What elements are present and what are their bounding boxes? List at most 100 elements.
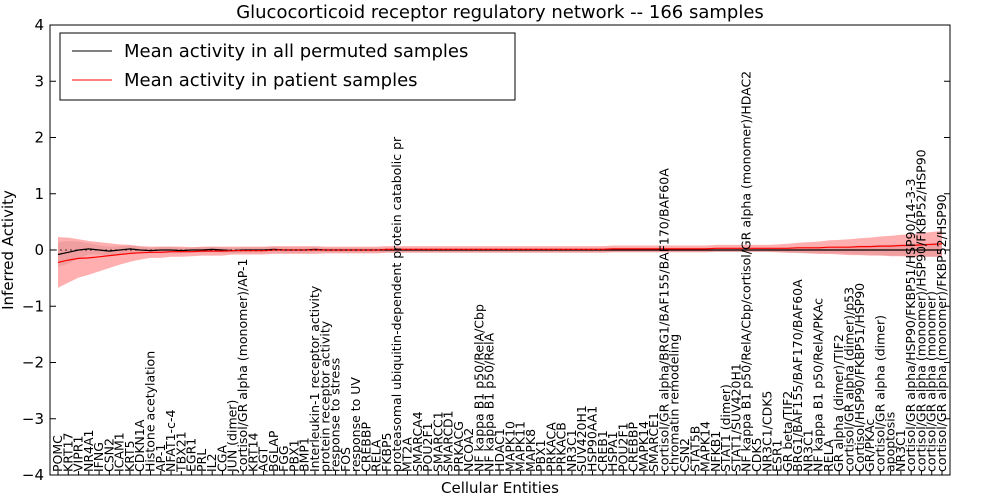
y-tick-label: 4: [34, 16, 44, 34]
entity-label: response to UV: [348, 377, 363, 472]
entity-label: MAPK14: [636, 421, 651, 472]
entity-label: PRKACG: [451, 421, 466, 472]
series-band-1: [58, 230, 942, 288]
y-tick-label: 0: [34, 241, 44, 259]
entity-label: apoptosis: [883, 412, 898, 472]
entity-label: FGG: [276, 445, 291, 472]
entity-label: cortisol/GR alpha (dimer)/p53: [842, 287, 857, 472]
entity-label: Cortisol/HSP90/FKBP51/HSP90: [852, 283, 867, 472]
entity-label: EGR1: [184, 438, 199, 472]
entity-label: NF kappa B1 p50/RelA/Cbp/cortisol/GR alp…: [739, 71, 754, 472]
entity-label: POU2F1: [420, 422, 435, 472]
entity-label: SMARCC1: [430, 411, 445, 472]
entity-label: KRT5: [122, 440, 137, 472]
entity-label: STAT1/SUV420H1: [728, 363, 743, 472]
entity-label: RELA: [369, 439, 384, 472]
entity-label: cortisol/GR alpha (monomer): [924, 291, 939, 472]
entity-label: NCOA2: [461, 428, 476, 472]
entity-label: cortisol/GR alpha (monomer)/AP-1: [235, 259, 250, 473]
entity-label: FOS: [338, 447, 353, 472]
entity-label: KRT14: [245, 432, 260, 472]
entity-label: GR beta/TIF2: [780, 391, 795, 472]
entity-label: FKBP5: [379, 433, 394, 472]
entity-label: GR/PKAc: [862, 419, 877, 472]
y-axis-label: Inferred Activity: [0, 190, 17, 310]
entity-label: CSN2: [101, 438, 116, 472]
entity-label: proteasomal ubiquitin-dependent protein …: [389, 136, 404, 472]
entity-label: MT2A: [400, 437, 415, 472]
entity-label: PRL: [194, 449, 209, 472]
x-axis-label: Cellular Entities: [441, 479, 559, 497]
entity-label: PRKACB: [554, 422, 569, 472]
entity-label: CREBBP: [626, 422, 641, 472]
entity-label: PBX1: [533, 439, 548, 472]
entity-label: ICAM1: [112, 432, 127, 472]
entity-label: HSPA1: [605, 431, 620, 472]
entity-label: ESR1: [770, 440, 785, 472]
series-line-1: [57, 243, 943, 263]
y-tick-label: −4: [22, 466, 44, 484]
entity-label: NFAT1-c-4: [163, 410, 178, 472]
entity-label: IL2: [204, 453, 219, 472]
entity-label: PBX1: [286, 439, 301, 472]
entity-label: BGLAP: [266, 430, 281, 472]
entity-label: CREBBP: [358, 422, 373, 472]
entity-label: SUV420H1: [574, 405, 589, 472]
legend-label-permuted: Mean activity in all permuted samples: [124, 41, 468, 62]
series-band-0: [58, 241, 942, 267]
entity-label: AP-1: [153, 444, 168, 472]
entity-label: HSP90AA1: [585, 406, 600, 472]
y-tick-label: −2: [22, 354, 44, 372]
entity-label: CGA: [215, 445, 230, 472]
entity-label: CDK5: [749, 437, 764, 472]
entity-label: NR4A1: [81, 430, 96, 473]
entity-label: NR3C1/CDK5: [759, 391, 774, 472]
tick-layer: 4 3 2 1 0 −1 −2 −3 −4: [22, 16, 950, 484]
entity-label: MAPK10: [502, 421, 517, 472]
entity-label: CSN2: [677, 438, 692, 472]
entity-label: Interleukin-1 receptor activity: [307, 285, 322, 472]
entity-label: chromatin remodeling: [667, 334, 682, 472]
entity-label: BRG1/BAF155/BAF170/BAF60A: [790, 279, 805, 472]
entity-label: POMC: [50, 435, 65, 472]
entity-label: RELA: [821, 439, 836, 472]
entity-label: cortisol/GR alpha (monomer)/FKBP52/HSP90: [934, 194, 949, 472]
entity-label: KRT17: [60, 432, 75, 472]
y-tick-label: 3: [34, 72, 44, 90]
entity-label: NR3C1: [800, 429, 815, 472]
entity-label: protein receptor activity: [317, 320, 332, 472]
entity-label: TBX21: [173, 431, 188, 473]
entity-label: NF kappa B1 p50/RelA: [482, 332, 497, 472]
line-layer: [50, 243, 950, 263]
entity-label: NFKB1: [708, 431, 723, 472]
entity-label: MAPK11: [513, 421, 528, 472]
entity-label: HDAC1: [492, 428, 507, 472]
entity-label: AGT: [256, 446, 271, 472]
entity-label: JUN (dimer): [225, 400, 240, 473]
entity-label: NF kappa B1 p50/RelA/PKAc: [811, 298, 826, 472]
entity-label: CDKN1A: [132, 419, 147, 472]
y-tick-label: −3: [22, 410, 44, 428]
y-tick-label: 1: [34, 185, 44, 203]
legend: Mean activity in all permuted samples Me…: [59, 32, 516, 101]
entity-label: cortisol/GR alpha/BRG1/BAF155/BAF170/BAF…: [657, 168, 672, 472]
entity-label: NR3C1: [893, 429, 908, 472]
entity-label-layer: POMCKRT17VIPR1NR4A1IFNGCSN2ICAM1KRT5CDKN…: [50, 71, 949, 473]
entity-label: SMARCA4: [410, 411, 425, 472]
entity-label: cortisol/GR alpha (dimer): [872, 315, 887, 472]
y-tick-label: 2: [34, 129, 44, 147]
entity-label: STAT5B: [687, 426, 702, 472]
entity-label: SMARCD1: [441, 410, 456, 472]
entity-label: Histone acetylation: [143, 351, 158, 472]
entity-label: POU2F1: [615, 422, 630, 472]
entity-label: cortisol/GR alpha/HSP90/FKBP51/HSP90/14-…: [903, 178, 918, 472]
entity-label: MAPK8: [523, 429, 538, 472]
entity-label: NR3C1: [564, 429, 579, 472]
band-layer: [58, 230, 942, 288]
entity-label: IFNG: [91, 442, 106, 472]
entity-label: SMARCE1: [646, 412, 661, 472]
chart-title: Glucocorticoid receptor regulatory netwo…: [236, 2, 764, 23]
entity-label: MAPK14: [698, 421, 713, 472]
entity-label: cortisol/GR alpha (monomer)/HSP90/FKBP52…: [913, 149, 928, 472]
